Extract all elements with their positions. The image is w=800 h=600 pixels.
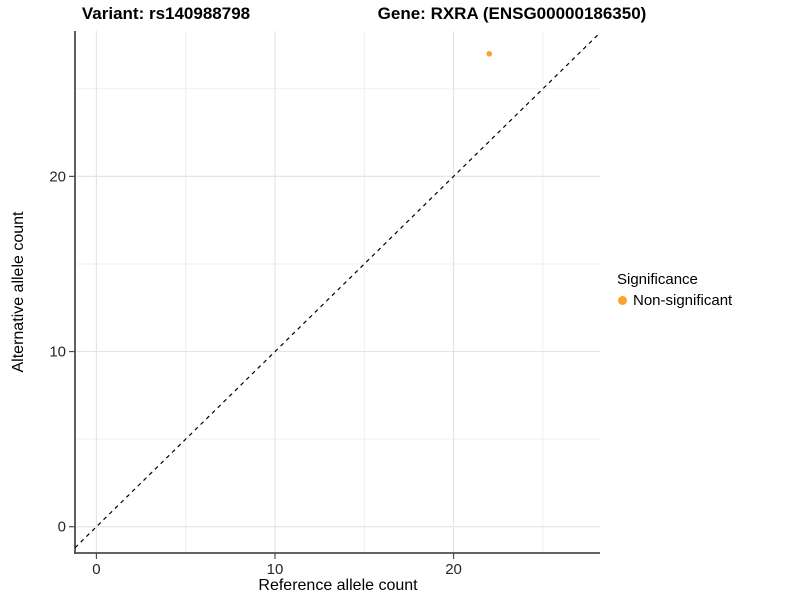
legend-item-non-significant: Non-significant xyxy=(618,292,732,309)
y-tick-label: 20 xyxy=(49,168,66,185)
legend-item-label: Non-significant xyxy=(633,292,733,309)
plot-title-gene: Gene: RXRA (ENSG00000186350) xyxy=(377,4,647,23)
legend-title: Significance xyxy=(617,271,698,288)
x-tick-label: 20 xyxy=(445,561,462,578)
y-tick-label: 10 xyxy=(49,344,66,361)
legend-point-icon xyxy=(618,296,627,305)
legend: Significance Non-significant xyxy=(617,271,732,309)
plot-title-variant: Variant: rs140988798 xyxy=(81,4,251,23)
x-tick-label: 0 xyxy=(92,561,100,578)
data-point xyxy=(486,50,493,57)
identity-dashed-line xyxy=(74,32,601,549)
x-axis-label: Reference allele count xyxy=(258,577,418,594)
y-axis-label: Alternative allele count xyxy=(10,211,27,373)
x-tick-label: 10 xyxy=(267,561,284,578)
y-tick-label: 0 xyxy=(58,519,66,536)
